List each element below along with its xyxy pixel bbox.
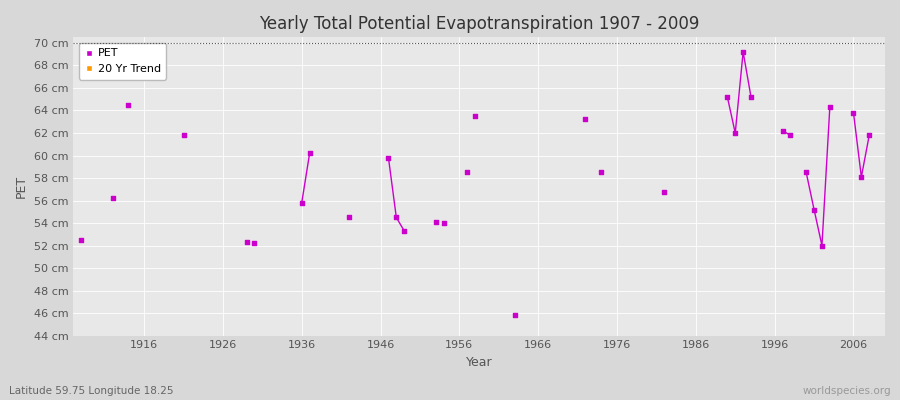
- Point: [799, 169, 814, 176]
- Legend: PET, 20 Yr Trend: PET, 20 Yr Trend: [78, 43, 166, 80]
- Point: [428, 219, 443, 225]
- Point: [807, 206, 822, 213]
- Point: [728, 130, 742, 136]
- Point: [743, 94, 758, 100]
- Text: worldspecies.org: worldspecies.org: [803, 386, 891, 396]
- Point: [579, 116, 593, 123]
- Point: [382, 154, 396, 161]
- Point: [814, 242, 829, 249]
- Point: [468, 113, 482, 119]
- Point: [775, 128, 789, 134]
- Point: [105, 195, 120, 202]
- Point: [594, 169, 608, 176]
- Point: [720, 94, 734, 100]
- Point: [736, 49, 751, 55]
- Title: Yearly Total Potential Evapotranspiration 1907 - 2009: Yearly Total Potential Evapotranspiratio…: [259, 15, 699, 33]
- Point: [783, 132, 797, 138]
- Point: [823, 104, 837, 110]
- Point: [248, 240, 262, 246]
- Point: [657, 188, 671, 195]
- Point: [239, 239, 254, 245]
- Point: [122, 102, 136, 108]
- Point: [508, 312, 522, 318]
- Point: [862, 132, 877, 138]
- Point: [846, 110, 860, 116]
- Point: [302, 150, 317, 156]
- Text: Latitude 59.75 Longitude 18.25: Latitude 59.75 Longitude 18.25: [9, 386, 174, 396]
- Point: [176, 132, 191, 138]
- Point: [460, 169, 474, 176]
- Point: [436, 220, 451, 226]
- Y-axis label: PET: PET: [15, 175, 28, 198]
- Point: [397, 228, 411, 234]
- X-axis label: Year: Year: [466, 356, 492, 369]
- Point: [854, 174, 868, 180]
- Point: [342, 214, 356, 221]
- Point: [294, 200, 309, 206]
- Point: [389, 214, 403, 221]
- Point: [74, 237, 88, 243]
